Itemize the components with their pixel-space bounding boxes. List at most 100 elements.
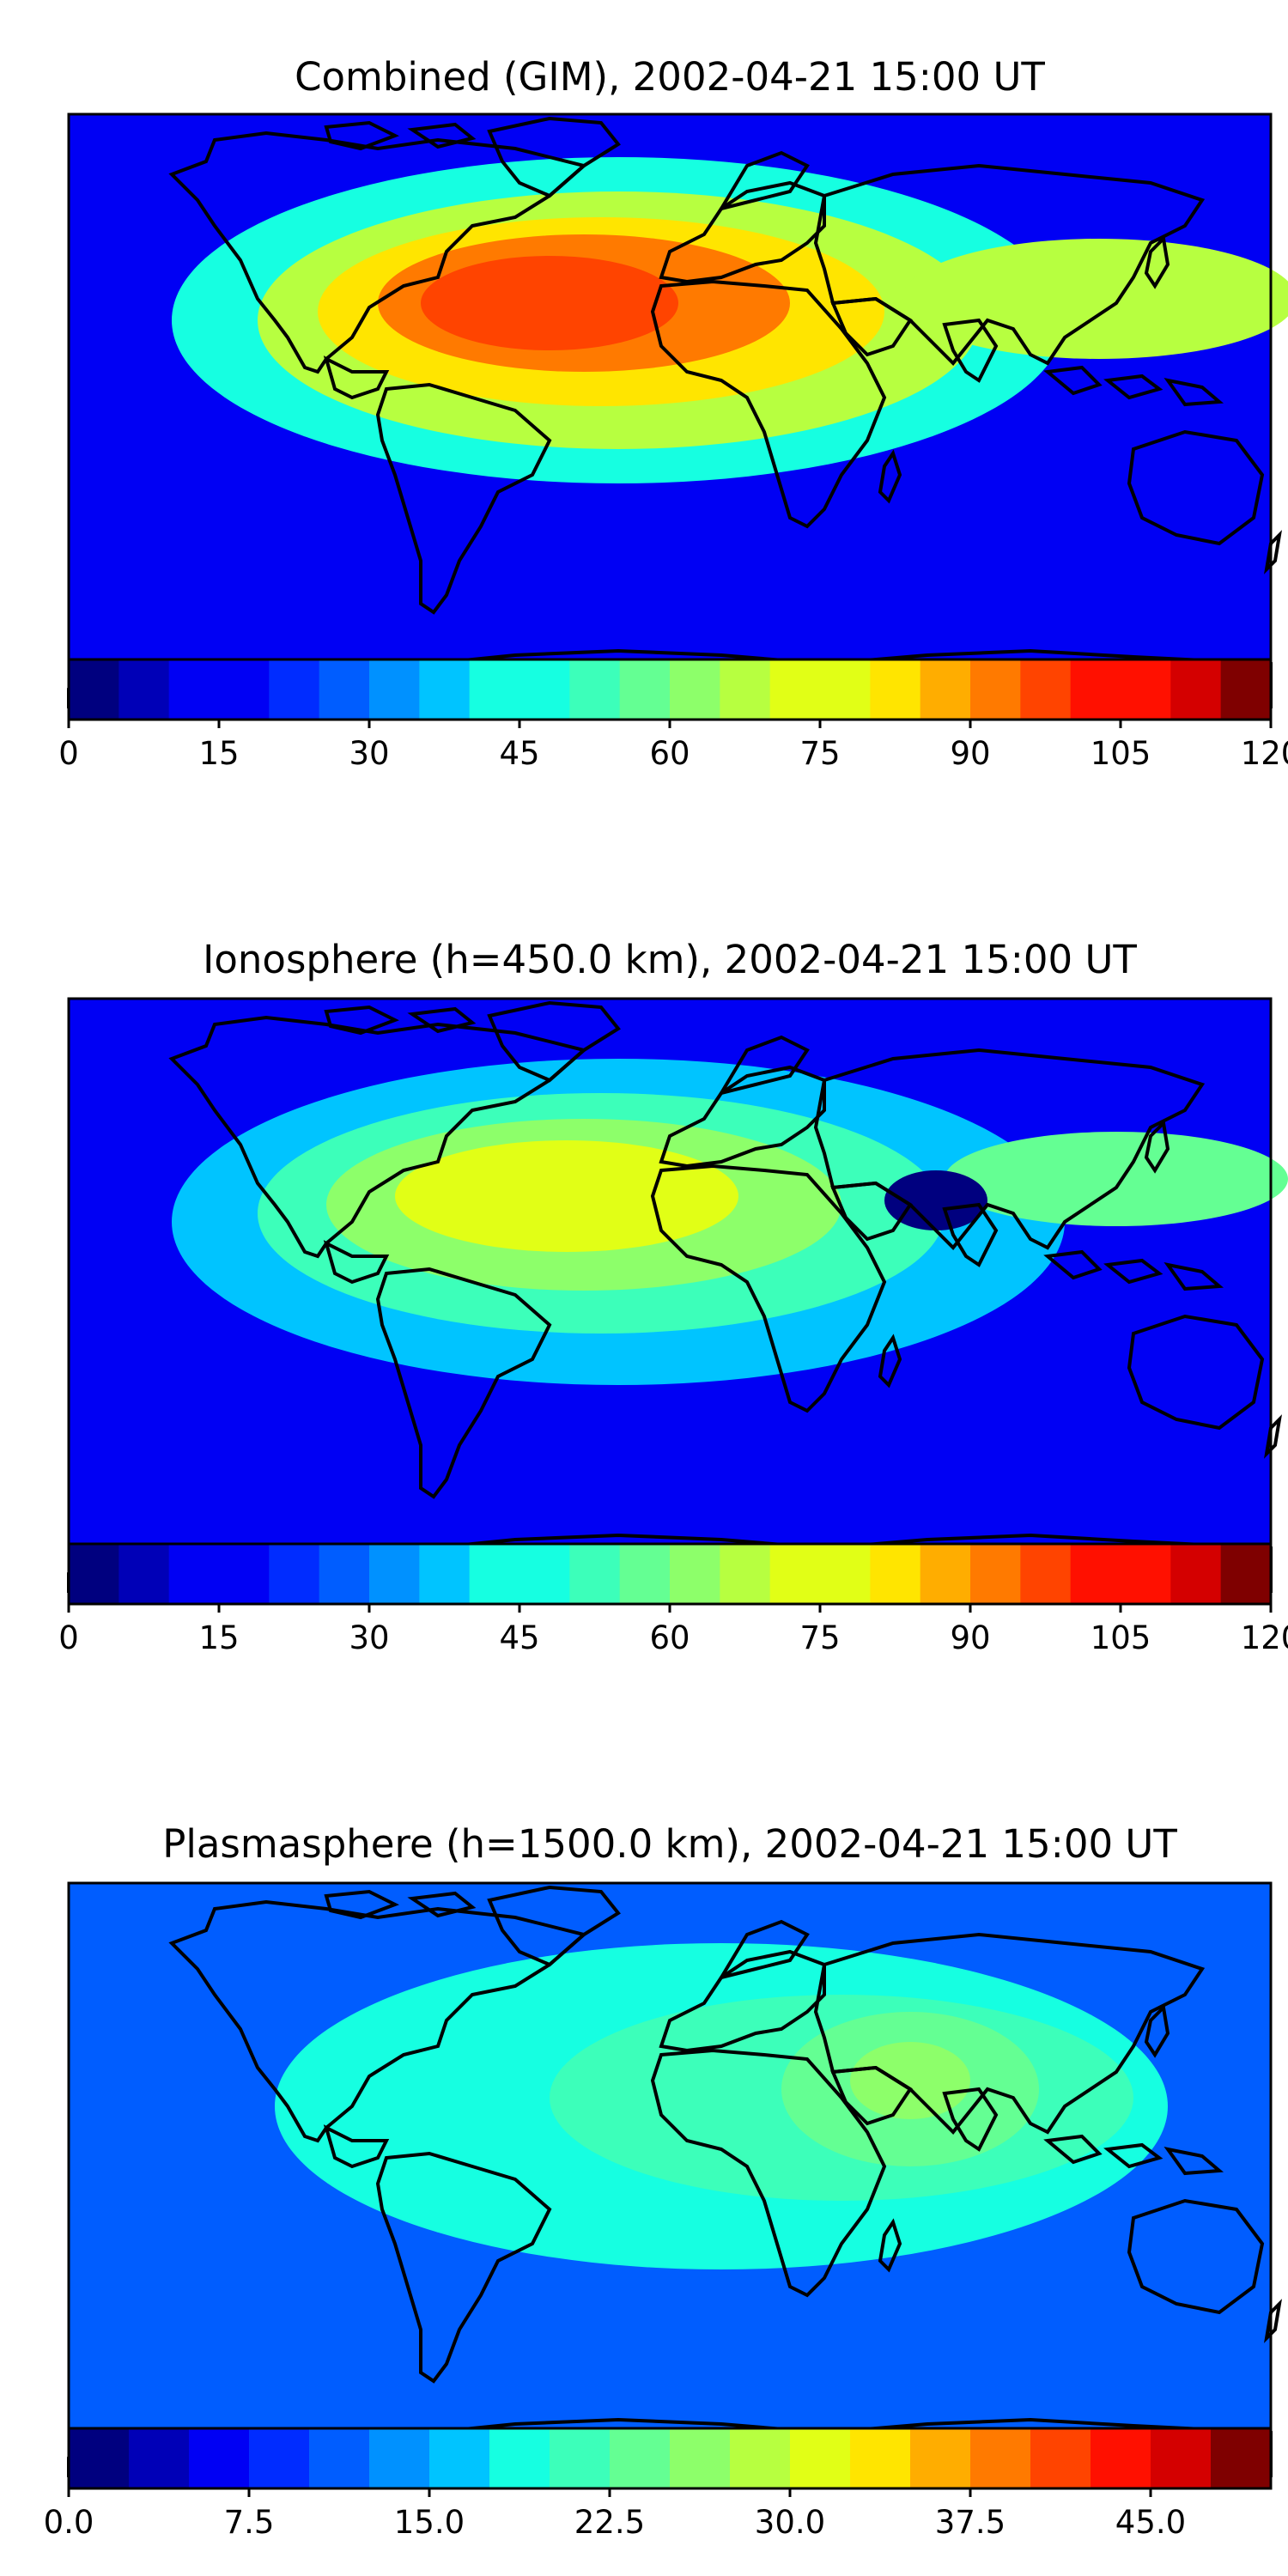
map bbox=[67, 112, 1288, 708]
tec-contour bbox=[945, 1132, 1288, 1226]
tec-contour bbox=[395, 1140, 738, 1252]
panel-ionosphere: Ionosphere (h=450.0 km), 2002-04-21 15:0… bbox=[58, 937, 1288, 1656]
colorbar-step bbox=[1121, 659, 1171, 720]
colorbar-step bbox=[920, 1544, 971, 1604]
colorbar-step bbox=[720, 659, 771, 720]
colorbar-tick-label: 45 bbox=[499, 1619, 539, 1656]
colorbar-tick-label: 7.5 bbox=[224, 2504, 275, 2541]
colorbar-tick-label: 105 bbox=[1091, 1619, 1151, 1656]
colorbar-step bbox=[610, 2428, 671, 2488]
tec-contour bbox=[850, 2042, 970, 2119]
colorbar-tick-label: 0 bbox=[58, 735, 79, 772]
colorbar-step bbox=[1220, 1544, 1272, 1604]
colorbar-step bbox=[319, 659, 370, 720]
colorbar-step bbox=[970, 1544, 1021, 1604]
colorbar-step bbox=[219, 1544, 270, 1604]
colorbar-step bbox=[369, 2428, 430, 2488]
colorbar-tick-label: 45.0 bbox=[1115, 2504, 1186, 2541]
colorbar-tick-label: 120 bbox=[1241, 735, 1288, 772]
colorbar-step bbox=[69, 2428, 130, 2488]
colorbar-tick-label: 105 bbox=[1091, 735, 1151, 772]
colorbar-step bbox=[168, 659, 220, 720]
colorbar-step bbox=[369, 659, 420, 720]
colorbar-tick-label: 15.0 bbox=[394, 2504, 465, 2541]
colorbar-step bbox=[720, 1544, 771, 1604]
colorbar-step bbox=[670, 659, 720, 720]
colorbar-tick-label: 0 bbox=[58, 1619, 79, 1656]
colorbar-step bbox=[429, 2428, 490, 2488]
colorbar-step bbox=[910, 2428, 971, 2488]
panel-title: Plasmasphere (h=1500.0 km), 2002-04-21 1… bbox=[162, 1821, 1177, 1867]
colorbar-step bbox=[870, 659, 921, 720]
colorbar-step bbox=[1211, 2428, 1272, 2488]
colorbar: 0.0 7.5 15.0 22.5 30.0 37.5 45.0 bbox=[44, 2427, 1273, 2541]
colorbar: 0 15 30 45 60 75 90 105 120 bbox=[58, 658, 1288, 772]
colorbar-step bbox=[1121, 1544, 1171, 1604]
colorbar-step bbox=[769, 659, 821, 720]
map bbox=[67, 1881, 1281, 2477]
colorbar-step bbox=[1070, 659, 1121, 720]
colorbar-step bbox=[970, 659, 1021, 720]
colorbar-tick-label: 75 bbox=[799, 1619, 840, 1656]
tec-field bbox=[69, 999, 1288, 1591]
colorbar-step bbox=[168, 1544, 220, 1604]
colorbar-tick-label: 60 bbox=[649, 1619, 690, 1656]
tec-contour bbox=[902, 239, 1288, 359]
tec-field bbox=[69, 114, 1288, 707]
colorbar-tick-label: 75 bbox=[799, 735, 840, 772]
colorbar-tick-label: 30 bbox=[349, 735, 389, 772]
colorbar-step bbox=[790, 2428, 851, 2488]
colorbar-step bbox=[1151, 2428, 1212, 2488]
colorbar-step bbox=[1170, 659, 1222, 720]
colorbar-step bbox=[469, 659, 520, 720]
panel-combined: Combined (GIM), 2002-04-21 15:00 UT 0 15 3… bbox=[58, 54, 1288, 772]
tec-field bbox=[69, 1883, 1271, 2476]
colorbar-tick-label: 22.5 bbox=[574, 2504, 645, 2541]
colorbar-step bbox=[269, 1544, 320, 1604]
colorbar-step bbox=[118, 1544, 170, 1604]
colorbar-step bbox=[219, 659, 270, 720]
colorbar-step bbox=[489, 2428, 550, 2488]
colorbar-step bbox=[269, 659, 320, 720]
colorbar-tick-label: 45 bbox=[499, 735, 539, 772]
panel-title: Ionosphere (h=450.0 km), 2002-04-21 15:0… bbox=[203, 937, 1137, 982]
colorbar-step bbox=[1070, 1544, 1121, 1604]
colorbar-step bbox=[69, 1544, 119, 1604]
colorbar-frame bbox=[67, 2427, 1273, 2490]
colorbar-tick-label: 120 bbox=[1241, 1619, 1288, 1656]
tec-contour bbox=[421, 256, 678, 350]
colorbar-step bbox=[670, 1544, 720, 1604]
colorbar-step bbox=[820, 1544, 871, 1604]
colorbar-tick-label: 30.0 bbox=[755, 2504, 825, 2541]
colorbar-step bbox=[419, 659, 471, 720]
colorbar-tick-label: 60 bbox=[649, 735, 690, 772]
colorbar-step bbox=[69, 659, 119, 720]
colorbar-step bbox=[309, 2428, 370, 2488]
colorbar-step bbox=[619, 1544, 671, 1604]
colorbar-step bbox=[850, 2428, 911, 2488]
colorbar-tick-label: 90 bbox=[950, 735, 990, 772]
colorbar-step bbox=[249, 2428, 310, 2488]
colorbar-step bbox=[519, 659, 570, 720]
colorbar-step bbox=[970, 2428, 1031, 2488]
colorbar-step bbox=[118, 659, 170, 720]
colorbar-step bbox=[820, 659, 871, 720]
colorbar-step bbox=[319, 1544, 370, 1604]
colorbar-step bbox=[569, 659, 621, 720]
panel-title: Combined (GIM), 2002-04-21 15:00 UT bbox=[295, 54, 1045, 100]
colorbar-step bbox=[1091, 2428, 1151, 2488]
colorbar-step bbox=[730, 2428, 791, 2488]
colorbar-tick-label: 15 bbox=[198, 735, 239, 772]
colorbar-step bbox=[1170, 1544, 1222, 1604]
colorbar-step bbox=[569, 1544, 621, 1604]
colorbar-step bbox=[619, 659, 671, 720]
colorbar-step bbox=[920, 659, 971, 720]
colorbar-step bbox=[469, 1544, 520, 1604]
colorbar: 0 15 30 45 60 75 90 105 120 bbox=[58, 1542, 1288, 1656]
colorbar-step bbox=[519, 1544, 570, 1604]
colorbar-step bbox=[1030, 2428, 1091, 2488]
colorbar-tick-label: 90 bbox=[950, 1619, 990, 1656]
colorbar-step bbox=[1220, 659, 1272, 720]
colorbar-step bbox=[769, 1544, 821, 1604]
